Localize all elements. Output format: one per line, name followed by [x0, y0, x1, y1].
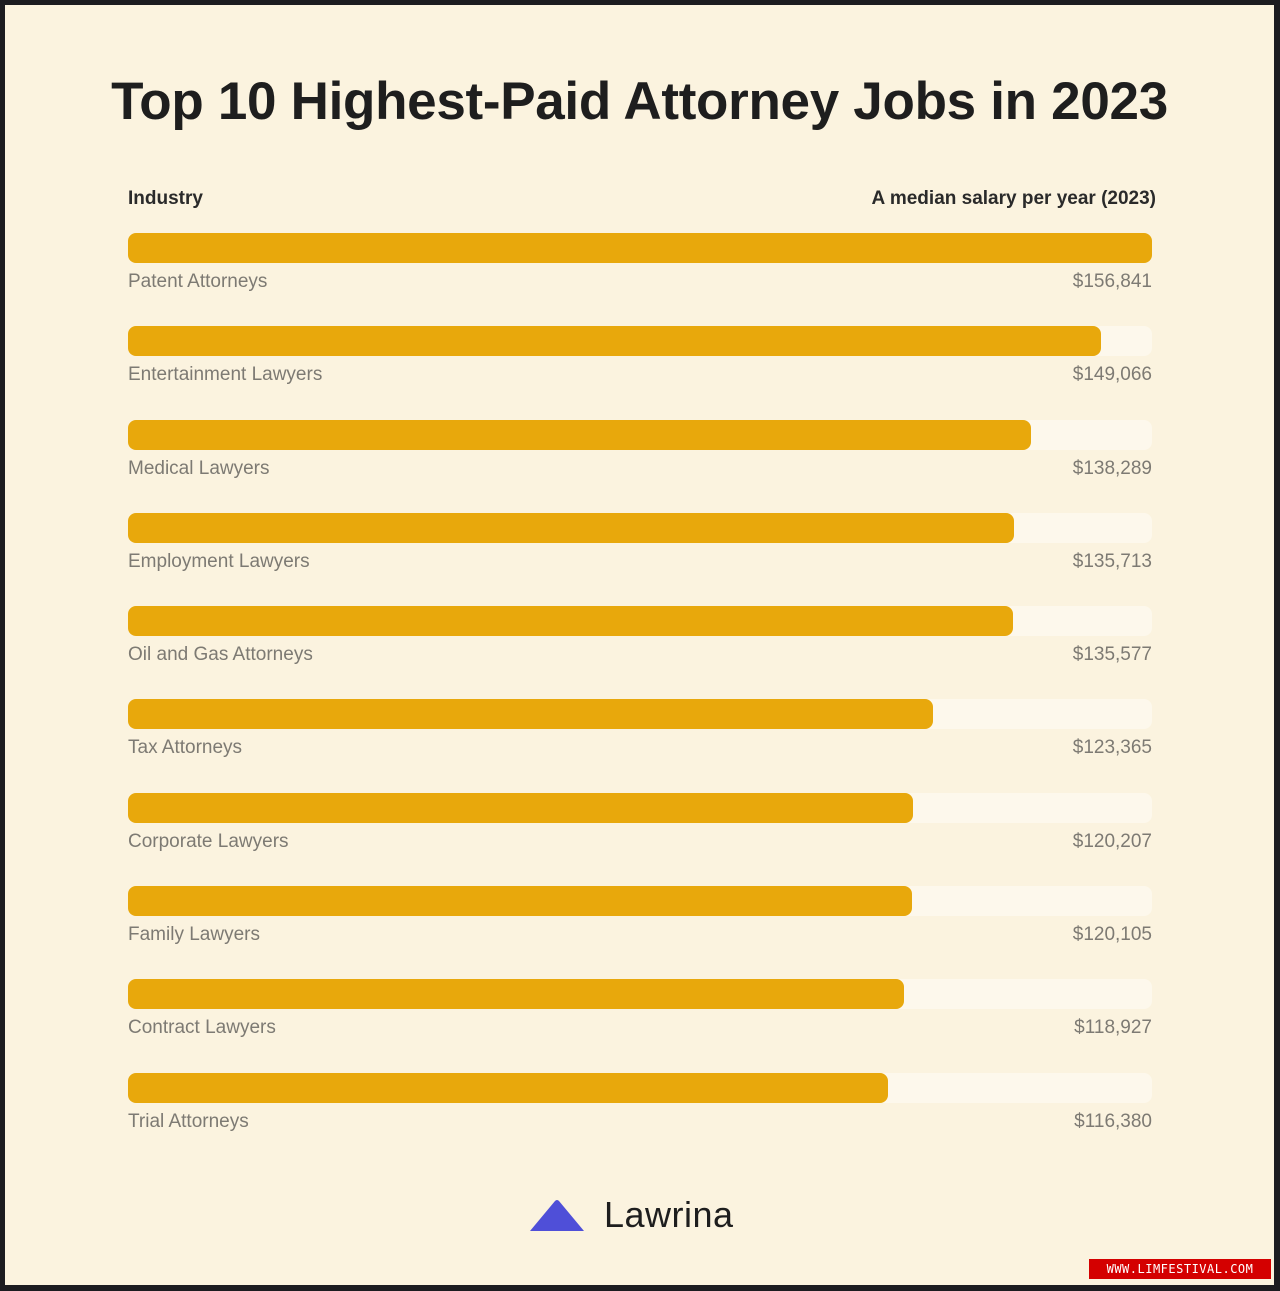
category-label: Tax Attorneys	[128, 737, 243, 759]
value-label: $156,841	[1072, 271, 1152, 292]
bar	[128, 512, 1015, 543]
bar-chart: Patent Attorneys $156,841 Entertainment La…	[128, 233, 1152, 1166]
category-label: Employment Lawyers	[128, 550, 310, 572]
chart-card: Top 10 Highest-Paid Attorney Jobs in 202…	[5, 5, 1274, 1285]
bar	[128, 326, 1102, 357]
bar-track	[128, 792, 1152, 823]
bar	[128, 606, 1014, 637]
value-label: $135,713	[1072, 550, 1152, 572]
watermark-banner: WWW.LIMFESTIVAL.COM	[1089, 1259, 1271, 1279]
bar-track	[128, 979, 1152, 1010]
category-label: Medical Lawyers	[128, 457, 270, 479]
brand-logo: Lawrina	[528, 1194, 734, 1235]
lawrina-logo-icon	[530, 1200, 584, 1231]
value-label: $138,289	[1072, 457, 1152, 479]
bar-track	[128, 1072, 1152, 1103]
bar-track	[128, 606, 1152, 637]
bar-row: Corporate Lawyers $120,207	[128, 792, 1152, 886]
brand-name: Lawrina	[604, 1194, 734, 1235]
bar-row: Family Lawyers $120,105	[128, 886, 1152, 979]
value-label: $149,066	[1072, 364, 1152, 386]
category-label: Corporate Lawyers	[128, 830, 289, 852]
bar	[128, 1072, 888, 1103]
bar-track	[128, 419, 1152, 450]
bar	[128, 233, 1152, 263]
bar-row: Oil and Gas Attorneys $135,577	[128, 606, 1152, 699]
value-label: $118,927	[1074, 1017, 1152, 1039]
bar-track	[128, 512, 1152, 543]
bar	[128, 979, 905, 1010]
bar-track	[128, 699, 1152, 730]
value-label: $116,380	[1074, 1110, 1152, 1132]
bar	[128, 886, 913, 917]
category-label: Patent Attorneys	[128, 271, 268, 292]
bar-track	[128, 233, 1152, 263]
bar-row: Trial Attorneys $116,380	[128, 1072, 1152, 1166]
value-label: $135,577	[1072, 644, 1152, 666]
column-header-salary: A median salary per year (2023)	[871, 188, 1156, 209]
bar-row: Employment Lawyers $135,713	[128, 512, 1152, 606]
bar-row: Medical Lawyers $138,289	[128, 419, 1152, 513]
category-label: Oil and Gas Attorneys	[128, 644, 313, 666]
bar-track	[128, 326, 1152, 357]
bar	[128, 699, 934, 730]
bar-row: Entertainment Lawyers $149,066	[128, 326, 1152, 419]
category-label: Entertainment Lawyers	[128, 364, 323, 386]
chart-title: Top 10 Highest-Paid Attorney Jobs in 202…	[111, 72, 1168, 131]
bar-row: Contract Lawyers $118,927	[128, 979, 1152, 1072]
bar	[128, 792, 913, 823]
category-label: Family Lawyers	[128, 924, 260, 946]
column-header-industry: Industry	[128, 188, 203, 209]
value-label: $120,207	[1072, 830, 1152, 852]
bar-track	[128, 886, 1152, 917]
bar	[128, 419, 1031, 450]
bar-row: Patent Attorneys $156,841	[128, 233, 1152, 326]
category-label: Trial Attorneys	[128, 1110, 249, 1132]
bar-row: Tax Attorneys $123,365	[128, 699, 1152, 792]
category-label: Contract Lawyers	[128, 1017, 276, 1039]
value-label: $123,365	[1072, 737, 1152, 759]
value-label: $120,105	[1072, 924, 1152, 946]
